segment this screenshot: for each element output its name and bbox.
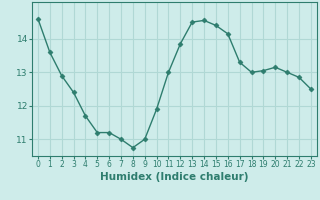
X-axis label: Humidex (Indice chaleur): Humidex (Indice chaleur) [100, 172, 249, 182]
